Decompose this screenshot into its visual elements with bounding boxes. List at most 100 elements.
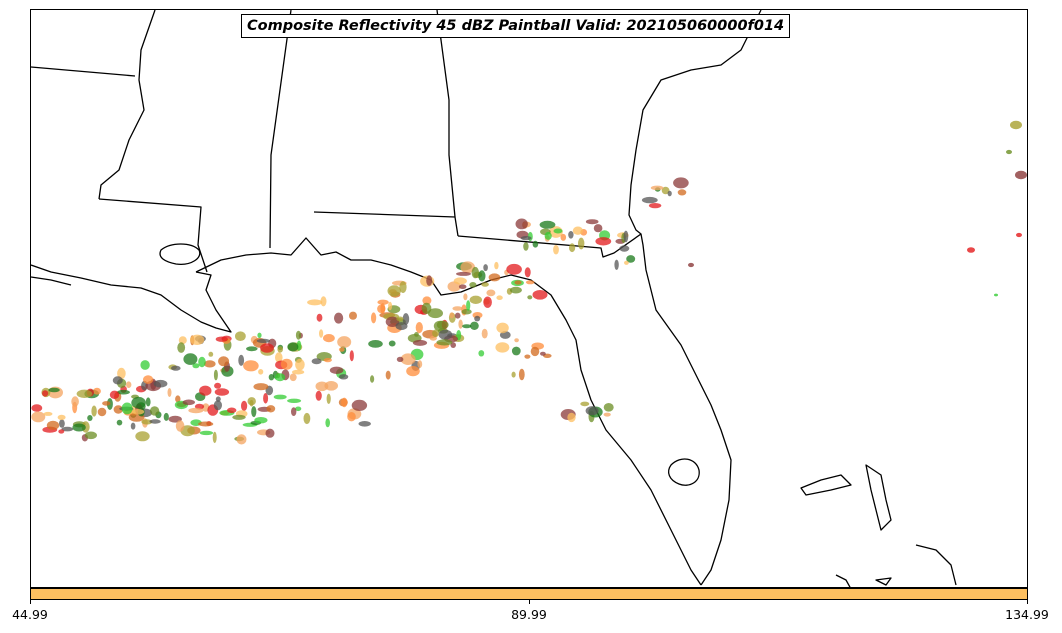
paintball-blob bbox=[967, 247, 975, 253]
paintball-blob bbox=[514, 280, 522, 285]
paintball-blob bbox=[463, 293, 468, 301]
paintball-blob bbox=[238, 354, 245, 366]
paintball-blob bbox=[511, 346, 521, 356]
paintball-blob bbox=[432, 329, 440, 338]
map-panel bbox=[30, 9, 1028, 588]
paintball-blob bbox=[57, 414, 66, 420]
paintball-blob bbox=[334, 312, 344, 324]
map-canvas bbox=[31, 10, 1027, 587]
paintball-blob bbox=[303, 412, 311, 425]
paintball-blob bbox=[619, 245, 630, 252]
paintball-blob bbox=[320, 296, 327, 307]
paintball-blob bbox=[31, 411, 46, 423]
paintball-blob bbox=[311, 358, 322, 365]
paintball-blob bbox=[540, 351, 546, 356]
island-outline-5 bbox=[875, 577, 892, 586]
colorbar bbox=[30, 588, 1028, 600]
paintball-blob bbox=[338, 347, 345, 352]
paintball-blob bbox=[199, 430, 214, 436]
state-boundary-al-fl bbox=[313, 211, 459, 237]
paintball-blob bbox=[436, 320, 449, 330]
paintball-blob bbox=[572, 226, 584, 235]
state-boundary-ar-la bbox=[31, 276, 72, 286]
paintball-blob bbox=[163, 412, 169, 421]
paintball-blob bbox=[260, 343, 274, 353]
paintball-blob bbox=[178, 336, 187, 345]
paintball-blob bbox=[315, 381, 329, 392]
paintball-blob bbox=[623, 230, 629, 243]
atlantic-coastline bbox=[628, 10, 762, 586]
paintball-blob bbox=[426, 275, 433, 286]
paintball-blob bbox=[347, 412, 356, 422]
paintball-blob bbox=[377, 304, 386, 314]
colorbar-tick-label-min: 44.99 bbox=[12, 607, 48, 622]
paintball-blob bbox=[514, 338, 519, 343]
paintball-blob bbox=[58, 429, 65, 434]
paintball-blob bbox=[524, 267, 531, 278]
paintball-blob bbox=[241, 400, 248, 411]
paintball-blob bbox=[388, 301, 393, 311]
paintball-blob bbox=[316, 313, 323, 322]
paintball-blob bbox=[395, 322, 408, 331]
paintball-blob bbox=[337, 336, 352, 348]
paintball-blob bbox=[456, 271, 471, 276]
paintball-blob bbox=[198, 421, 214, 427]
paintball-blob bbox=[417, 360, 423, 368]
state-boundary-ms-al bbox=[269, 10, 292, 249]
paintball-layer bbox=[31, 120, 1027, 445]
paintball-blob bbox=[87, 415, 93, 421]
paintball-blob bbox=[289, 373, 297, 382]
paintball-blob bbox=[112, 376, 123, 385]
paintball-blob bbox=[59, 419, 65, 428]
paintball-blob bbox=[458, 284, 467, 290]
paintball-blob bbox=[319, 329, 324, 338]
paintball-blob bbox=[113, 405, 124, 414]
colorbar-tick-label-max: 134.99 bbox=[1005, 607, 1049, 622]
paintball-blob bbox=[341, 397, 348, 408]
paintball-blob bbox=[198, 356, 206, 368]
paintball-blob bbox=[188, 407, 204, 414]
paintball-blob bbox=[48, 387, 60, 393]
paintball-blob bbox=[214, 382, 222, 389]
paintball-blob bbox=[213, 369, 218, 381]
colorbar-tick-label-mid: 89.99 bbox=[511, 607, 547, 622]
paintball-blob bbox=[71, 396, 79, 407]
island-outline-4 bbox=[835, 574, 851, 587]
paintball-blob bbox=[292, 369, 305, 375]
paintball-blob bbox=[560, 233, 567, 241]
paintball-blob bbox=[145, 397, 151, 407]
paintball-blob bbox=[295, 406, 302, 412]
paintball-blob bbox=[263, 393, 269, 404]
paintball-blob bbox=[214, 388, 230, 396]
paintball-blob bbox=[368, 340, 383, 348]
paintball-blob bbox=[183, 353, 198, 365]
paintball-blob bbox=[116, 389, 130, 395]
paintball-blob bbox=[481, 282, 489, 287]
paintball-blob bbox=[1006, 149, 1012, 155]
paintball-blob bbox=[258, 369, 264, 375]
paintball-blob bbox=[280, 358, 293, 370]
map-title: Composite Reflectivity 45 dBZ Paintball … bbox=[241, 14, 791, 38]
paintball-blob bbox=[338, 374, 349, 380]
paintball-blob bbox=[458, 319, 463, 329]
paintball-blob bbox=[486, 289, 496, 297]
state-boundary-al-ga bbox=[436, 10, 456, 218]
paintball-blob bbox=[429, 335, 437, 341]
paintball-blob bbox=[175, 420, 185, 432]
paintball-blob bbox=[131, 396, 146, 409]
paintball-blob bbox=[326, 393, 331, 404]
paintball-blob bbox=[603, 412, 611, 417]
paintball-blob bbox=[412, 339, 428, 346]
paintball-blob bbox=[149, 406, 160, 416]
paintball-blob bbox=[585, 219, 599, 225]
paintball-blob bbox=[471, 266, 479, 279]
paintball-blob bbox=[553, 228, 563, 234]
paintball-blob bbox=[511, 371, 516, 378]
paintball-blob bbox=[481, 328, 488, 339]
paintball-blob bbox=[673, 177, 689, 189]
paintball-blob bbox=[97, 407, 107, 417]
paintball-blob bbox=[76, 389, 93, 398]
paintball-blob bbox=[349, 350, 354, 362]
paintball-blob bbox=[427, 308, 443, 319]
paintball-blob bbox=[469, 295, 482, 304]
